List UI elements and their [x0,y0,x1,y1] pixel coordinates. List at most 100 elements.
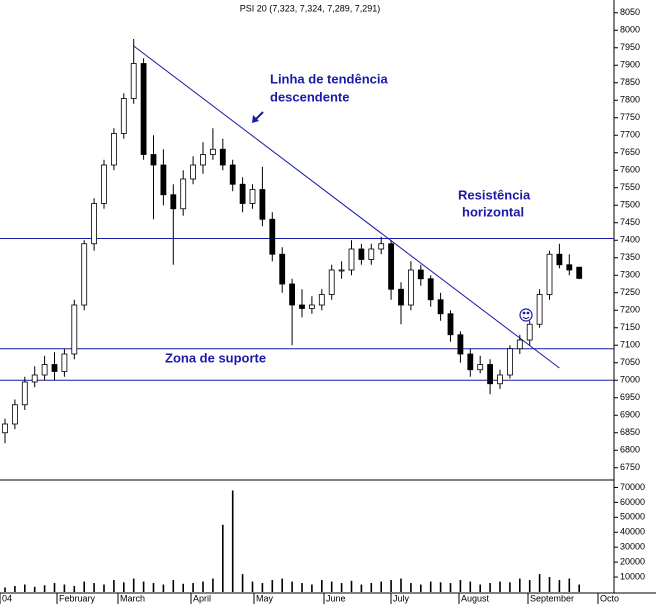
candle-body [556,253,563,266]
volume-bar [202,581,204,592]
x-tick-label: June [326,593,346,603]
volume-bar [578,584,580,592]
candle-body [200,154,206,166]
candle-body [170,194,177,210]
candle-body [447,313,454,336]
y-tick-label: 7050 [620,357,640,367]
volume-bar [192,583,194,592]
annotation: Zona de suporte [165,350,266,365]
y-tick-label: 7900 [620,60,640,70]
volume-bar [420,584,422,592]
candle-body [526,323,533,341]
y-tick-label: 6800 [620,445,640,455]
candle-body [130,63,137,99]
volume-bar [538,574,541,592]
volume-tick-label: 70000 [620,482,645,492]
y-tick-label: 7400 [620,235,640,245]
volume-bar [558,580,561,592]
annotation: horizontal [462,204,524,219]
x-tick-label: September [530,593,574,603]
volume-bar [63,584,66,592]
candle-body [417,269,424,280]
volume-bar [350,580,353,592]
candle-body [21,381,28,406]
y-tick-label: 7350 [620,252,640,262]
volume-bar [43,585,46,592]
y-tick-label: 7650 [620,147,640,157]
volume-bar [142,581,145,592]
volume-bar [14,586,16,592]
candle-body [546,253,553,295]
volume-bar [469,581,472,592]
volume-bar [231,490,234,592]
annotation: Resistência [458,187,531,202]
candle-body [398,288,404,306]
x-tick-label: May [256,593,274,603]
volume-bar [212,578,214,592]
candle-body [477,364,484,371]
volume-bar [390,580,392,592]
candle-body [229,164,236,185]
candle-body [101,164,107,204]
candle-body [497,374,503,385]
volume-bar [400,578,402,592]
candle-body [318,294,325,306]
volume-bar [439,582,442,592]
x-tick-label: July [393,593,410,603]
y-tick-label: 7550 [620,182,640,192]
volume-bar [459,580,462,592]
candle-body [566,264,573,271]
y-tick-label: 8000 [620,25,640,35]
candle-body [2,423,8,434]
candle-body [358,248,365,260]
candle-body [41,364,48,376]
volume-bar [123,582,125,592]
volume-bar [370,583,373,592]
volume-bar [291,581,293,592]
smiley [519,308,533,322]
volume-bar [93,583,95,592]
volume-bar [340,583,343,592]
volume-bar [509,582,511,592]
y-tick-label: 7600 [620,165,640,175]
volume-bar [24,584,26,592]
candle-body [279,253,286,285]
candle-body [120,98,127,134]
volume-bar [499,581,501,592]
candle-body [378,243,385,250]
x-tick-label: August [461,593,490,603]
candle-body [239,183,246,204]
x-tick-label: Octo [600,593,619,603]
x-tick-label: April [193,593,211,603]
candle-body [338,269,345,272]
volume-bar [548,577,551,592]
volume-bar [449,583,452,592]
x-tick-label: February [59,593,96,603]
candle-body [209,148,216,155]
candle-body [348,248,355,271]
candle-body [31,374,38,383]
candle-body [467,353,474,371]
volume-bar [311,584,313,592]
volume-tick-label: 50000 [620,512,645,522]
candle-body [71,304,78,355]
y-tick-label: 7450 [620,217,640,227]
volume-bar [222,524,224,592]
candle-body [407,269,414,306]
candle-body [91,203,97,245]
candle-body [487,364,494,385]
annotation: descendente [270,89,349,104]
y-tick-label: 6900 [620,410,640,420]
y-tick-label: 7950 [620,42,640,52]
volume-bar [152,583,155,592]
candle-body [457,334,464,355]
y-tick-label: 7000 [620,375,640,385]
y-tick-label: 7200 [620,305,640,315]
y-tick-label: 7800 [620,95,640,105]
volume-bar [132,578,135,592]
candle-body [536,294,543,325]
y-tick-label: 7100 [620,340,640,350]
y-tick-label: 6950 [620,392,640,402]
volume-bar [489,583,491,592]
